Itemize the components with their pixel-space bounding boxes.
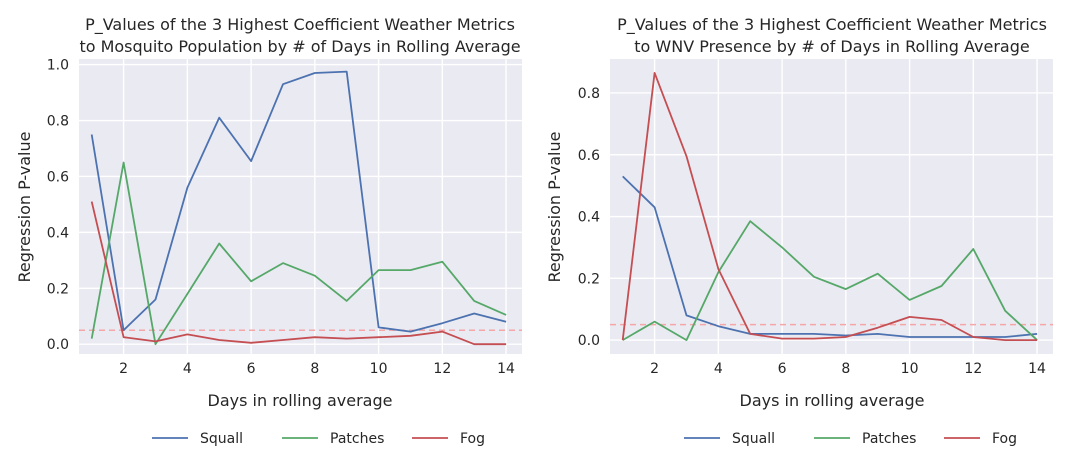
y-tick-label: 0.6 bbox=[47, 169, 69, 185]
plot-area bbox=[610, 59, 1053, 354]
y-tick-label: 0.8 bbox=[47, 114, 69, 130]
series-line-patches bbox=[90, 161, 507, 346]
y-axis-label: Regression P-value bbox=[545, 132, 564, 283]
x-tick-label: 4 bbox=[714, 361, 723, 377]
y-tick-label: 0.2 bbox=[47, 281, 69, 297]
x-tick-label: 8 bbox=[841, 361, 850, 377]
x-tick-label: 6 bbox=[247, 361, 256, 377]
chart-title-line2: to WNV Presence by # of Days in Rolling … bbox=[634, 37, 1029, 56]
chart-title-line2: to Mosquito Population by # of Days in R… bbox=[79, 37, 520, 56]
series-line-squall bbox=[90, 70, 507, 333]
x-tick-label: 4 bbox=[183, 361, 192, 377]
legend-label-patches: Patches bbox=[862, 431, 916, 447]
plot-area bbox=[79, 59, 522, 354]
x-tick-label: 10 bbox=[370, 361, 388, 377]
legend-label-squall: Squall bbox=[200, 431, 243, 447]
x-tick-label: 2 bbox=[650, 361, 659, 377]
x-axis-label: Days in rolling average bbox=[740, 391, 925, 410]
x-axis-label: Days in rolling average bbox=[208, 391, 393, 410]
x-tick-label: 2 bbox=[119, 361, 128, 377]
grid-lines bbox=[610, 59, 1053, 354]
y-tick-label: 0.4 bbox=[47, 225, 69, 241]
y-tick-label: 0.6 bbox=[578, 148, 600, 164]
legend: Squall Patches Fog bbox=[684, 431, 1017, 447]
series-line-fog bbox=[621, 72, 1038, 342]
y-tick-label: 0.2 bbox=[578, 271, 600, 287]
tick-labels: 2 4 6 8 10 12 14 0.0 0.2 0.4 0.6 0.8 bbox=[578, 86, 1046, 377]
series-lines bbox=[621, 72, 1038, 342]
y-axis-label: Regression P-value bbox=[15, 132, 34, 283]
y-tick-label: 0.0 bbox=[47, 337, 69, 353]
legend-label-squall: Squall bbox=[732, 431, 775, 447]
tick-labels: 2 4 6 8 10 12 14 0.0 0.2 0.4 0.6 0.8 1.0 bbox=[47, 58, 515, 377]
legend: Squall Patches Fog bbox=[152, 431, 485, 447]
chart-wnv-presence: P_Values of the 3 Highest Coefficient We… bbox=[545, 15, 1053, 447]
x-tick-label: 10 bbox=[901, 361, 919, 377]
x-tick-label: 14 bbox=[1028, 361, 1046, 377]
grid-lines bbox=[79, 59, 522, 354]
chart-mosquito-population: P_Values of the 3 Highest Coefficient We… bbox=[15, 15, 522, 447]
chart-title-line1: P_Values of the 3 Highest Coefficient We… bbox=[617, 15, 1047, 35]
y-tick-label: 0.0 bbox=[578, 333, 600, 349]
x-tick-label: 12 bbox=[964, 361, 982, 377]
y-tick-label: 1.0 bbox=[47, 58, 69, 74]
x-tick-label: 6 bbox=[778, 361, 787, 377]
series-line-squall bbox=[622, 175, 1038, 338]
x-tick-label: 12 bbox=[433, 361, 451, 377]
chart-title-line1: P_Values of the 3 Highest Coefficient We… bbox=[85, 15, 515, 35]
legend-label-patches: Patches bbox=[330, 431, 384, 447]
series-line-fog bbox=[90, 201, 507, 346]
legend-label-fog: Fog bbox=[460, 431, 485, 447]
x-tick-label: 8 bbox=[310, 361, 319, 377]
series-lines bbox=[90, 70, 507, 346]
series-line-patches bbox=[622, 220, 1038, 342]
x-tick-label: 14 bbox=[497, 361, 515, 377]
legend-label-fog: Fog bbox=[992, 431, 1017, 447]
y-tick-label: 0.4 bbox=[578, 210, 600, 226]
y-tick-label: 0.8 bbox=[578, 86, 600, 102]
